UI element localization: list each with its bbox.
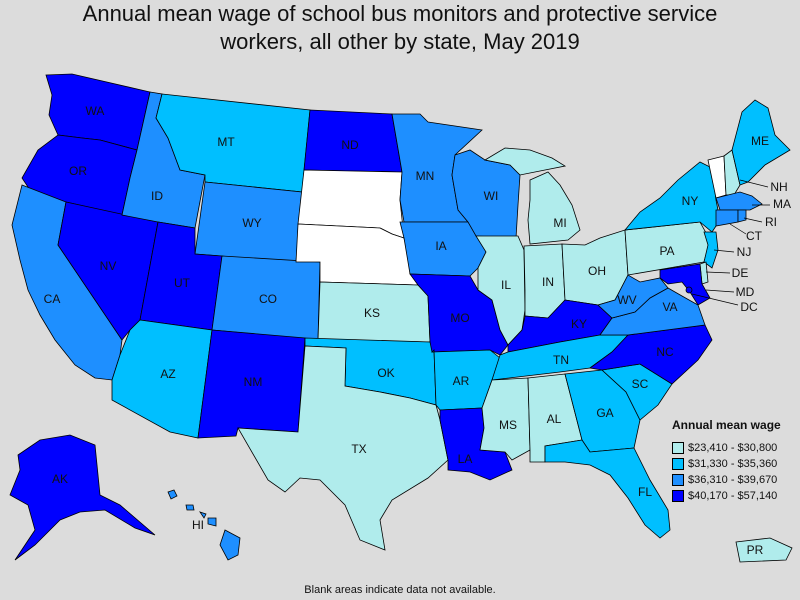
label-WA: WA (86, 104, 105, 118)
label-MN: MN (416, 169, 435, 183)
map-title-line1: Annual mean wage of school bus monitors … (82, 1, 718, 26)
map-title-line2: workers, all other by state, May 2019 (220, 29, 580, 54)
label-IN: IN (542, 275, 554, 289)
label-RI: RI (765, 215, 777, 229)
label-DC: DC (740, 300, 758, 314)
legend-title: Annual mean wage (672, 418, 781, 432)
label-GA: GA (596, 406, 613, 420)
legend: Annual mean wage $23,410 - $30,800 $31,3… (672, 418, 800, 504)
state-CT[interactable] (715, 209, 739, 227)
state-NC[interactable] (588, 324, 713, 385)
leader-ct (729, 223, 747, 235)
label-WY: WY (242, 216, 261, 230)
label-IL: IL (501, 278, 511, 292)
legend-item: $23,410 - $30,800 (672, 440, 800, 456)
state-IL[interactable] (475, 235, 526, 346)
state-WV[interactable] (597, 274, 669, 319)
state-TX[interactable] (237, 345, 449, 551)
label-MA: MA (773, 197, 791, 211)
label-AL: AL (547, 412, 562, 426)
state-PR[interactable] (735, 537, 793, 563)
label-PR: PR (747, 543, 764, 557)
state-NY[interactable] (624, 161, 721, 233)
state-RI[interactable] (737, 209, 747, 223)
label-NC: NC (656, 345, 674, 359)
label-UT: UT (174, 276, 191, 290)
state-NH[interactable] (723, 149, 741, 196)
label-AR: AR (453, 374, 470, 388)
label-ME: ME (751, 134, 769, 148)
state-DC[interactable] (685, 286, 693, 294)
leader-ri (743, 217, 763, 223)
legend-swatch (672, 458, 684, 470)
leader-de (705, 271, 731, 274)
label-CT: CT (746, 229, 763, 243)
label-OK: OK (377, 366, 394, 380)
legend-label: $23,410 - $30,800 (688, 442, 778, 454)
label-KS: KS (364, 306, 380, 320)
label-KY: KY (571, 317, 587, 331)
legend-item: $31,330 - $35,360 (672, 456, 800, 472)
label-PA: PA (659, 244, 674, 258)
legend-label: $31,330 - $35,360 (688, 458, 778, 470)
label-IA: IA (435, 239, 446, 253)
state-NJ[interactable] (703, 231, 719, 269)
label-NV: NV (100, 259, 117, 273)
state-WI[interactable] (451, 149, 521, 239)
state-HI[interactable] (167, 489, 241, 561)
state-AK[interactable] (9, 434, 156, 561)
label-AK: AK (52, 472, 68, 486)
label-MI: MI (553, 216, 566, 230)
label-AZ: AZ (160, 367, 175, 381)
label-NY: NY (682, 194, 699, 208)
label-MS: MS (499, 418, 517, 432)
label-WV: WV (617, 293, 636, 307)
legend-item: $36,310 - $39,670 (672, 472, 800, 488)
legend-item: $40,170 - $57,140 (672, 488, 800, 504)
label-TX: TX (351, 442, 366, 456)
state-ME[interactable] (731, 99, 791, 186)
state-FL[interactable] (544, 439, 671, 539)
legend-label: $36,310 - $39,670 (688, 474, 778, 486)
legend-label: $40,170 - $57,140 (688, 490, 778, 502)
label-CA: CA (44, 292, 61, 306)
label-HI: HI (192, 518, 204, 532)
leader-nh (739, 179, 769, 188)
legend-swatch (672, 474, 684, 486)
label-ND: ND (341, 138, 359, 152)
leader-md (705, 289, 735, 293)
label-MO: MO (450, 311, 469, 325)
label-NM: NM (244, 375, 263, 389)
label-OR: OR (69, 164, 87, 178)
label-DE: DE (732, 266, 749, 280)
state-MI[interactable] (483, 147, 581, 245)
state-MD[interactable] (659, 263, 711, 306)
label-LA: LA (458, 452, 473, 466)
label-WI: WI (484, 189, 499, 203)
label-MT: MT (217, 135, 235, 149)
label-TN: TN (553, 353, 569, 367)
label-OH: OH (588, 264, 606, 278)
label-MD: MD (736, 285, 755, 299)
label-CO: CO (259, 292, 277, 306)
label-VA: VA (662, 300, 677, 314)
blank-areas-note: Blank areas indicate data not available. (304, 584, 496, 596)
label-SC: SC (632, 377, 649, 391)
label-FL: FL (638, 485, 652, 499)
label-NH: NH (770, 180, 787, 194)
label-NJ: NJ (737, 245, 752, 259)
map-title: Annual mean wage of school bus monitors … (0, 0, 800, 56)
legend-swatch (672, 490, 684, 502)
leader-nj (713, 249, 735, 253)
legend-swatch (672, 442, 684, 454)
label-ID: ID (151, 189, 163, 203)
leader-dc (691, 293, 739, 306)
